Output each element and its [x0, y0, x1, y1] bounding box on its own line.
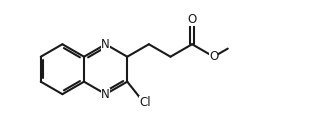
Text: O: O [188, 13, 197, 26]
Text: O: O [209, 50, 218, 63]
Text: N: N [101, 88, 110, 101]
Text: Cl: Cl [139, 96, 151, 109]
Text: N: N [101, 38, 110, 51]
